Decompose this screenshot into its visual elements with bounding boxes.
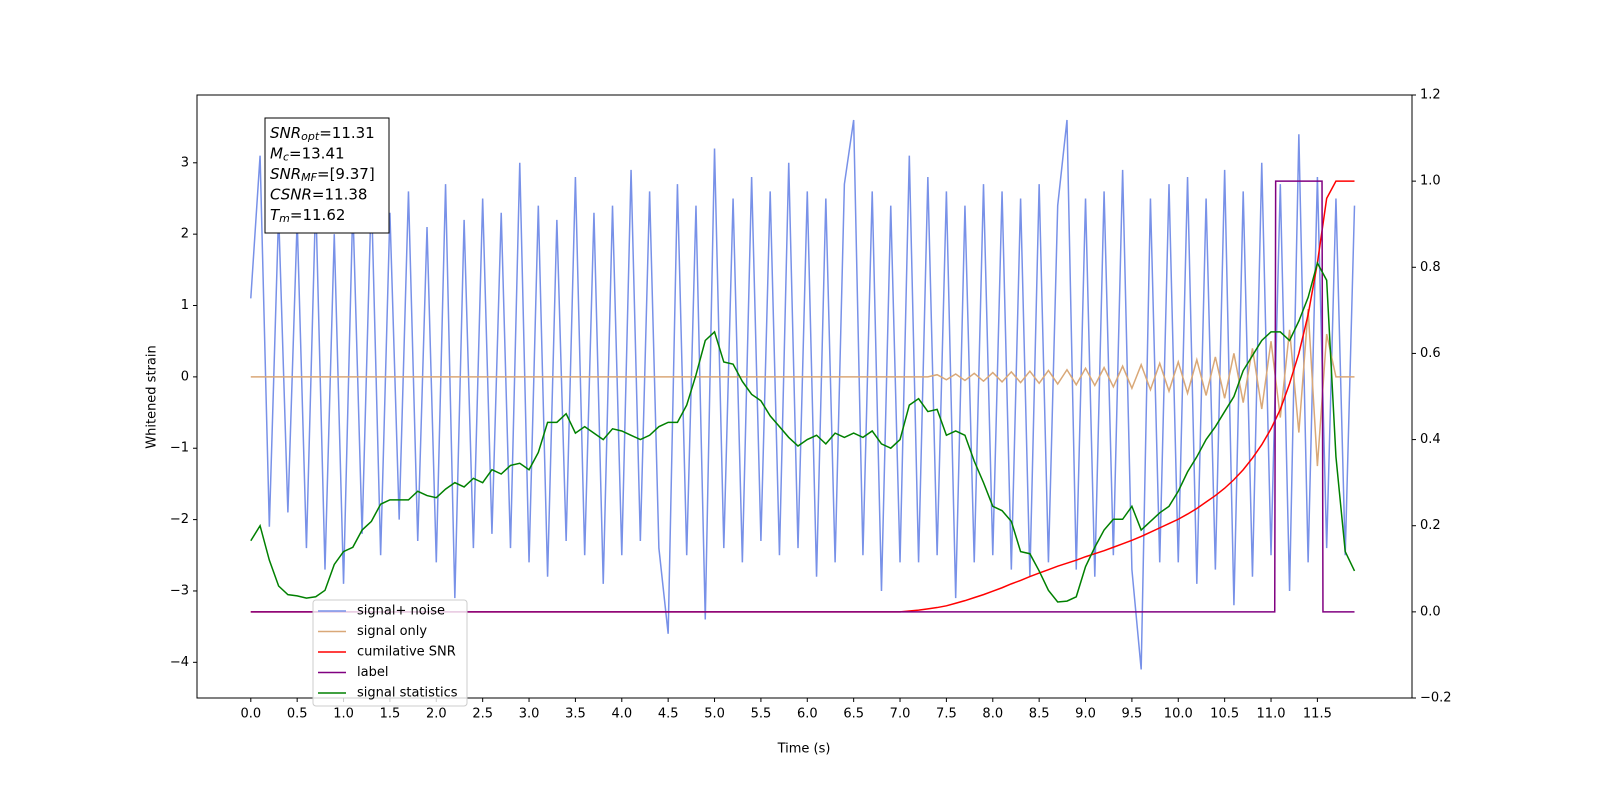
legend-label: signal only xyxy=(357,624,427,639)
annotation-value: =[9.37] xyxy=(317,165,375,183)
x-tick-label: 5.0 xyxy=(704,707,725,722)
annotation-line: SNRMF=[9.37] xyxy=(270,165,375,185)
x-tick-label: 0.5 xyxy=(287,707,308,722)
y2-tick-label: 0.6 xyxy=(1420,346,1441,361)
annotation-value: =13.41 xyxy=(289,144,345,162)
y2-tick-label: 1.2 xyxy=(1420,88,1441,103)
x-tick-label: 6.5 xyxy=(843,707,864,722)
legend-label: label xyxy=(357,665,388,680)
x-tick-label: 6.0 xyxy=(797,707,818,722)
annotation-symbol: M xyxy=(270,144,283,162)
x-tick-label: 3.5 xyxy=(565,707,586,722)
x-tick-label: 4.5 xyxy=(658,707,679,722)
y-tick-label: 1 xyxy=(181,298,189,313)
x-tick-label: 8.5 xyxy=(1029,707,1050,722)
annotation-box xyxy=(264,117,390,234)
x-tick-label: 9.5 xyxy=(1122,707,1143,722)
annotation-subscript: c xyxy=(283,151,289,164)
legend-box xyxy=(312,599,468,707)
y2-tick-label: 0.8 xyxy=(1420,260,1441,275)
annotation-symbol: SNR xyxy=(270,165,301,183)
y-tick-label: −1 xyxy=(170,441,189,456)
series-line xyxy=(250,309,1355,467)
x-tick-label: 10.5 xyxy=(1210,707,1239,722)
annotation-subscript: MF xyxy=(301,171,317,184)
y-axis-label: Whitened strain xyxy=(145,345,160,448)
y-tick-label: 3 xyxy=(181,155,189,170)
legend: signal+ noise signal only cumilative SNR la… xyxy=(312,599,468,707)
x-tick-label: 10.0 xyxy=(1164,707,1193,722)
annotation-value: =11.62 xyxy=(290,206,346,224)
y-tick-label: 2 xyxy=(181,227,189,242)
y-tick-label: −2 xyxy=(170,512,189,527)
legend-label: signal statistics xyxy=(357,686,458,701)
annotation-line: CSNR=11.38 xyxy=(270,185,367,203)
y2-tick-label: 0.4 xyxy=(1420,432,1441,447)
x-tick-label: 2.0 xyxy=(426,707,447,722)
x-tick-label: 11.0 xyxy=(1257,707,1286,722)
x-tick-label: 2.5 xyxy=(472,707,493,722)
x-tick-label: 7.5 xyxy=(936,707,957,722)
annotation-line: Tm=11.62 xyxy=(270,206,345,226)
annotation-symbol: CSNR xyxy=(270,185,312,203)
x-axis-label: Time (s) xyxy=(777,742,831,757)
y2-tick-label: 1.0 xyxy=(1420,174,1441,189)
annotation-symbol: SNR xyxy=(270,124,301,142)
annotation-subscript: m xyxy=(279,212,290,225)
annotation-value: =11.38 xyxy=(312,185,368,203)
x-tick-label: 5.5 xyxy=(751,707,772,722)
y2-tick-label: 0.0 xyxy=(1420,604,1441,619)
x-tick-label: 11.5 xyxy=(1303,707,1332,722)
legend-label: cumilative SNR xyxy=(357,645,456,660)
annotation: SNRopt=11.31Mc=13.41SNRMF=[9.37]CSNR=11.… xyxy=(264,117,390,234)
x-tick-label: 0.0 xyxy=(240,707,261,722)
annotation-value: =11.31 xyxy=(319,124,375,142)
y-tick-label: −3 xyxy=(170,583,189,598)
annotation-symbol: T xyxy=(270,206,281,224)
x-tick-label: 8.0 xyxy=(982,707,1003,722)
series-line xyxy=(250,180,1355,613)
y2-tick-label: −0.2 xyxy=(1420,691,1452,706)
legend-label: signal+ noise xyxy=(357,604,445,619)
series-line xyxy=(250,260,1356,603)
x-tick-label: 9.0 xyxy=(1075,707,1096,722)
annotation-line: Mc=13.41 xyxy=(270,144,345,164)
series-line xyxy=(250,119,1356,670)
x-tick-label: 7.0 xyxy=(890,707,911,722)
x-tick-label: 1.5 xyxy=(380,707,401,722)
x-tick-label: 4.0 xyxy=(611,707,632,722)
annotation-line: SNRopt=11.31 xyxy=(270,124,375,144)
y-tick-label: −4 xyxy=(170,655,189,670)
x-tick-label: 1.0 xyxy=(333,707,354,722)
plot-frame xyxy=(196,94,1413,699)
annotation-subscript: opt xyxy=(301,130,320,143)
x-tick-label: 3.0 xyxy=(519,707,540,722)
y-tick-label: 0 xyxy=(181,369,189,384)
y2-tick-label: 0.2 xyxy=(1420,518,1441,533)
